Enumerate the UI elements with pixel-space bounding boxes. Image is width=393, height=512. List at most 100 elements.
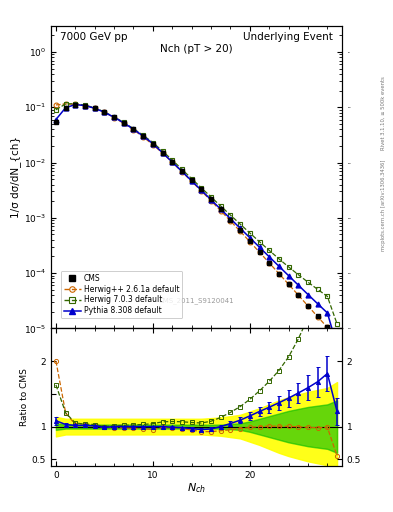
Herwig 7.0.3 default xyxy=(189,176,194,182)
Herwig++ 2.6.1a default xyxy=(286,281,291,287)
Herwig 7.0.3 default xyxy=(257,239,262,245)
Herwig 7.0.3 default xyxy=(102,109,107,115)
Pythia 8.308 default xyxy=(277,263,281,269)
Herwig++ 2.6.1a default xyxy=(267,260,272,266)
Herwig 7.0.3 default xyxy=(219,203,223,209)
Y-axis label: Ratio to CMS: Ratio to CMS xyxy=(20,368,29,426)
Pythia 8.308 default xyxy=(228,216,233,222)
Herwig++ 2.6.1a default xyxy=(199,188,204,194)
Pythia 8.308 default xyxy=(112,114,116,120)
Herwig++ 2.6.1a default xyxy=(325,324,330,330)
Herwig 7.0.3 default xyxy=(121,119,126,125)
Herwig 7.0.3 default xyxy=(248,230,252,236)
Pythia 8.308 default xyxy=(257,244,262,250)
Line: Pythia 8.308 default: Pythia 8.308 default xyxy=(53,102,340,348)
Herwig 7.0.3 default xyxy=(267,247,272,253)
Herwig 7.0.3 default xyxy=(228,212,233,218)
Pythia 8.308 default xyxy=(63,104,68,111)
Pythia 8.308 default xyxy=(180,168,184,175)
Herwig++ 2.6.1a default xyxy=(151,142,155,148)
Herwig 7.0.3 default xyxy=(83,102,87,108)
Herwig 7.0.3 default xyxy=(73,100,78,106)
Pythia 8.308 default xyxy=(209,197,213,203)
Pythia 8.308 default xyxy=(199,187,204,194)
Herwig++ 2.6.1a default xyxy=(180,168,184,175)
Herwig 7.0.3 default xyxy=(315,286,320,292)
Pythia 8.308 default xyxy=(238,225,242,231)
Herwig++ 2.6.1a default xyxy=(335,362,340,368)
Text: CMS_2011_S9120041: CMS_2011_S9120041 xyxy=(159,297,234,304)
Herwig 7.0.3 default xyxy=(63,101,68,107)
Pythia 8.308 default xyxy=(170,159,174,165)
Pythia 8.308 default xyxy=(121,120,126,126)
Herwig 7.0.3 default xyxy=(92,104,97,111)
Line: Herwig++ 2.6.1a default: Herwig++ 2.6.1a default xyxy=(53,101,340,368)
Herwig++ 2.6.1a default xyxy=(141,134,145,140)
Pythia 8.308 default xyxy=(296,282,301,288)
Line: Herwig 7.0.3 default: Herwig 7.0.3 default xyxy=(53,101,340,326)
Text: 7000 GeV pp: 7000 GeV pp xyxy=(60,32,127,41)
Herwig++ 2.6.1a default xyxy=(73,101,78,108)
Pythia 8.308 default xyxy=(325,310,330,316)
Pythia 8.308 default xyxy=(286,272,291,279)
Herwig++ 2.6.1a default xyxy=(238,228,242,234)
Herwig++ 2.6.1a default xyxy=(209,198,213,204)
Herwig 7.0.3 default xyxy=(306,279,310,285)
Pythia 8.308 default xyxy=(151,140,155,146)
Herwig 7.0.3 default xyxy=(112,114,116,120)
Text: Nch (pT > 20): Nch (pT > 20) xyxy=(160,44,233,54)
Herwig++ 2.6.1a default xyxy=(63,101,68,107)
Pythia 8.308 default xyxy=(315,301,320,307)
Pythia 8.308 default xyxy=(53,116,58,122)
Herwig++ 2.6.1a default xyxy=(277,270,281,276)
Herwig 7.0.3 default xyxy=(180,166,184,173)
Herwig 7.0.3 default xyxy=(335,321,340,327)
Herwig++ 2.6.1a default xyxy=(189,178,194,184)
Herwig 7.0.3 default xyxy=(131,125,136,132)
Herwig 7.0.3 default xyxy=(170,157,174,163)
Herwig 7.0.3 default xyxy=(53,106,58,113)
Text: Rivet 3.1.10, ≥ 500k events: Rivet 3.1.10, ≥ 500k events xyxy=(381,76,386,150)
Herwig 7.0.3 default xyxy=(296,271,301,278)
Herwig 7.0.3 default xyxy=(160,148,165,154)
Herwig++ 2.6.1a default xyxy=(306,303,310,309)
Pythia 8.308 default xyxy=(267,254,272,260)
Pythia 8.308 default xyxy=(131,126,136,132)
Herwig++ 2.6.1a default xyxy=(219,208,223,214)
Herwig 7.0.3 default xyxy=(325,293,330,300)
Pythia 8.308 default xyxy=(83,102,87,109)
Y-axis label: 1/σ dσ/dN_{ch}: 1/σ dσ/dN_{ch} xyxy=(10,136,21,218)
Herwig 7.0.3 default xyxy=(209,194,213,200)
Text: Underlying Event: Underlying Event xyxy=(243,32,333,41)
Pythia 8.308 default xyxy=(219,206,223,212)
Herwig++ 2.6.1a default xyxy=(248,239,252,245)
Herwig++ 2.6.1a default xyxy=(131,127,136,133)
Pythia 8.308 default xyxy=(248,234,252,241)
Pythia 8.308 default xyxy=(160,150,165,156)
Herwig++ 2.6.1a default xyxy=(121,120,126,126)
Pythia 8.308 default xyxy=(335,343,340,349)
Herwig++ 2.6.1a default xyxy=(228,218,233,224)
Herwig++ 2.6.1a default xyxy=(160,150,165,156)
Pythia 8.308 default xyxy=(141,133,145,139)
Herwig++ 2.6.1a default xyxy=(102,109,107,115)
Herwig 7.0.3 default xyxy=(141,132,145,138)
Herwig 7.0.3 default xyxy=(286,264,291,270)
Herwig++ 2.6.1a default xyxy=(296,292,301,298)
Herwig 7.0.3 default xyxy=(151,139,155,145)
Pythia 8.308 default xyxy=(92,105,97,111)
Herwig++ 2.6.1a default xyxy=(315,314,320,320)
Text: mcplots.cern.ch [arXiv:1306.3436]: mcplots.cern.ch [arXiv:1306.3436] xyxy=(381,159,386,250)
Herwig++ 2.6.1a default xyxy=(257,249,262,255)
Herwig++ 2.6.1a default xyxy=(83,102,87,109)
Legend: CMS, Herwig++ 2.6.1a default, Herwig 7.0.3 default, Pythia 8.308 default: CMS, Herwig++ 2.6.1a default, Herwig 7.0… xyxy=(61,271,182,318)
Pythia 8.308 default xyxy=(306,291,310,297)
Pythia 8.308 default xyxy=(189,178,194,184)
Herwig 7.0.3 default xyxy=(199,185,204,191)
Herwig++ 2.6.1a default xyxy=(112,115,116,121)
X-axis label: $\mathit{N}_{ch}$: $\mathit{N}_{ch}$ xyxy=(187,481,206,495)
Herwig 7.0.3 default xyxy=(277,255,281,262)
Herwig++ 2.6.1a default xyxy=(170,159,174,165)
Pythia 8.308 default xyxy=(102,109,107,115)
Herwig++ 2.6.1a default xyxy=(53,102,58,108)
